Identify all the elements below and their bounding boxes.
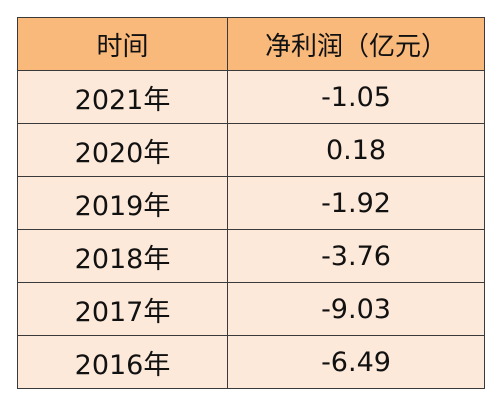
year-cell: 2019年	[17, 176, 228, 230]
net-profit-cell: -6.49	[227, 335, 485, 389]
year-cell: 2021年	[17, 70, 228, 124]
table-row: 2021年 -1.05	[17, 70, 485, 124]
column-header-net-profit: 净利润（亿元）	[227, 17, 485, 71]
column-header-time: 时间	[17, 17, 228, 71]
table-row: 2017年 -9.03	[17, 282, 485, 336]
table-row: 2020年 0.18	[17, 123, 485, 177]
table-header-row: 时间 净利润（亿元）	[17, 17, 485, 71]
net-profit-table-container: 时间 净利润（亿元） 2021年 -1.05 2020年 0.18 2019年 …	[17, 17, 485, 389]
table-row: 2019年 -1.92	[17, 176, 485, 230]
table-row: 2016年 -6.49	[17, 335, 485, 389]
table-row: 2018年 -3.76	[17, 229, 485, 283]
net-profit-cell: -9.03	[227, 282, 485, 336]
net-profit-cell: -1.92	[227, 176, 485, 230]
year-cell: 2020年	[17, 123, 228, 177]
year-cell: 2016年	[17, 335, 228, 389]
year-cell: 2018年	[17, 229, 228, 283]
year-cell: 2017年	[17, 282, 228, 336]
net-profit-cell: -1.05	[227, 70, 485, 124]
net-profit-table: 时间 净利润（亿元） 2021年 -1.05 2020年 0.18 2019年 …	[17, 17, 485, 389]
net-profit-cell: -3.76	[227, 229, 485, 283]
net-profit-cell: 0.18	[227, 123, 485, 177]
